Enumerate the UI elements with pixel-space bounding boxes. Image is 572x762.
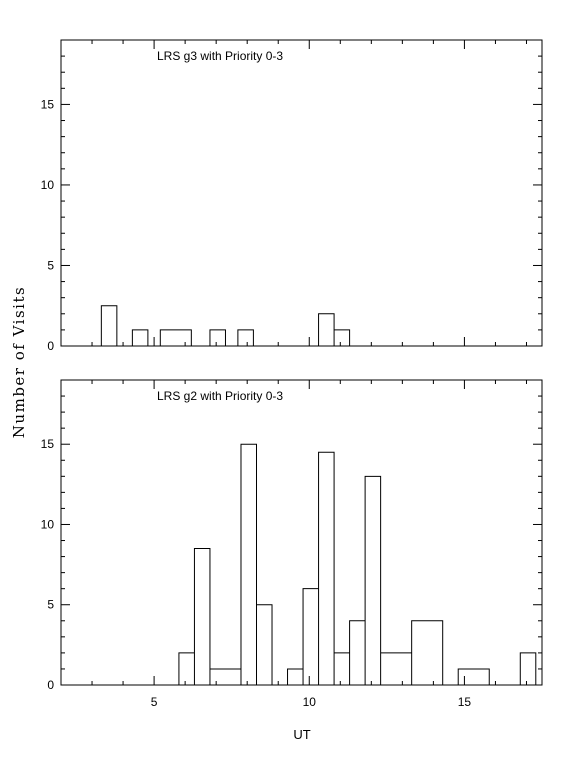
histogram-bar bbox=[132, 330, 148, 346]
panel-title: LRS g3 with Priority 0-3 bbox=[157, 49, 283, 63]
histogram-bar bbox=[194, 549, 210, 685]
y-tick-label: 15 bbox=[41, 437, 55, 451]
y-tick-label: 15 bbox=[41, 97, 55, 111]
histogram-bar bbox=[238, 330, 254, 346]
histogram-bar bbox=[319, 314, 335, 346]
y-tick-label: 5 bbox=[47, 258, 54, 272]
y-tick-label: 10 bbox=[41, 178, 55, 192]
histogram-bar bbox=[257, 605, 273, 685]
histogram-bar bbox=[458, 669, 489, 685]
histogram-bar bbox=[210, 330, 226, 346]
x-tick-label: 5 bbox=[151, 695, 158, 709]
x-axis-label: UT bbox=[293, 727, 310, 742]
histogram-bar bbox=[179, 653, 195, 685]
histogram-bar bbox=[412, 621, 443, 685]
x-tick-label: 15 bbox=[458, 695, 472, 709]
histogram-bar bbox=[160, 330, 191, 346]
histogram-bar bbox=[334, 330, 350, 346]
histogram-bar bbox=[210, 669, 241, 685]
panel-title: LRS g2 with Priority 0-3 bbox=[157, 389, 283, 403]
plot-frame bbox=[60, 379, 543, 686]
histogram-outline bbox=[61, 305, 542, 347]
x-tick-label: 10 bbox=[303, 695, 317, 709]
histogram-bar bbox=[334, 653, 350, 685]
panel-1: 0 5 10 15 LRS g3 with Priority 0-3 bbox=[41, 39, 543, 353]
histogram-bar bbox=[365, 476, 381, 685]
y-tick-label: 0 bbox=[47, 678, 54, 692]
histogram-bar bbox=[303, 589, 319, 685]
histogram-bar bbox=[319, 452, 335, 685]
histogram-bar bbox=[381, 653, 412, 685]
panel-2: 0 5 10 15 5 10 15 LRS g2 with Priority 0-3 bbox=[41, 379, 543, 709]
histogram-bar bbox=[520, 653, 536, 685]
panels-group: 0 5 10 15 LRS g3 with Priority 0-3 0 5 10 15 5 10 1… bbox=[41, 39, 543, 709]
histogram-bar bbox=[350, 621, 366, 685]
y-tick-label: 0 bbox=[47, 339, 54, 353]
y-tick-label: 5 bbox=[47, 598, 54, 612]
histogram-bar bbox=[101, 306, 117, 346]
y-tick-label: 10 bbox=[41, 517, 55, 531]
histogram-bar bbox=[241, 444, 257, 685]
histogram-bar bbox=[288, 669, 304, 685]
y-axis-label: Number of Visits bbox=[10, 286, 28, 438]
histogram-outline bbox=[61, 443, 542, 686]
